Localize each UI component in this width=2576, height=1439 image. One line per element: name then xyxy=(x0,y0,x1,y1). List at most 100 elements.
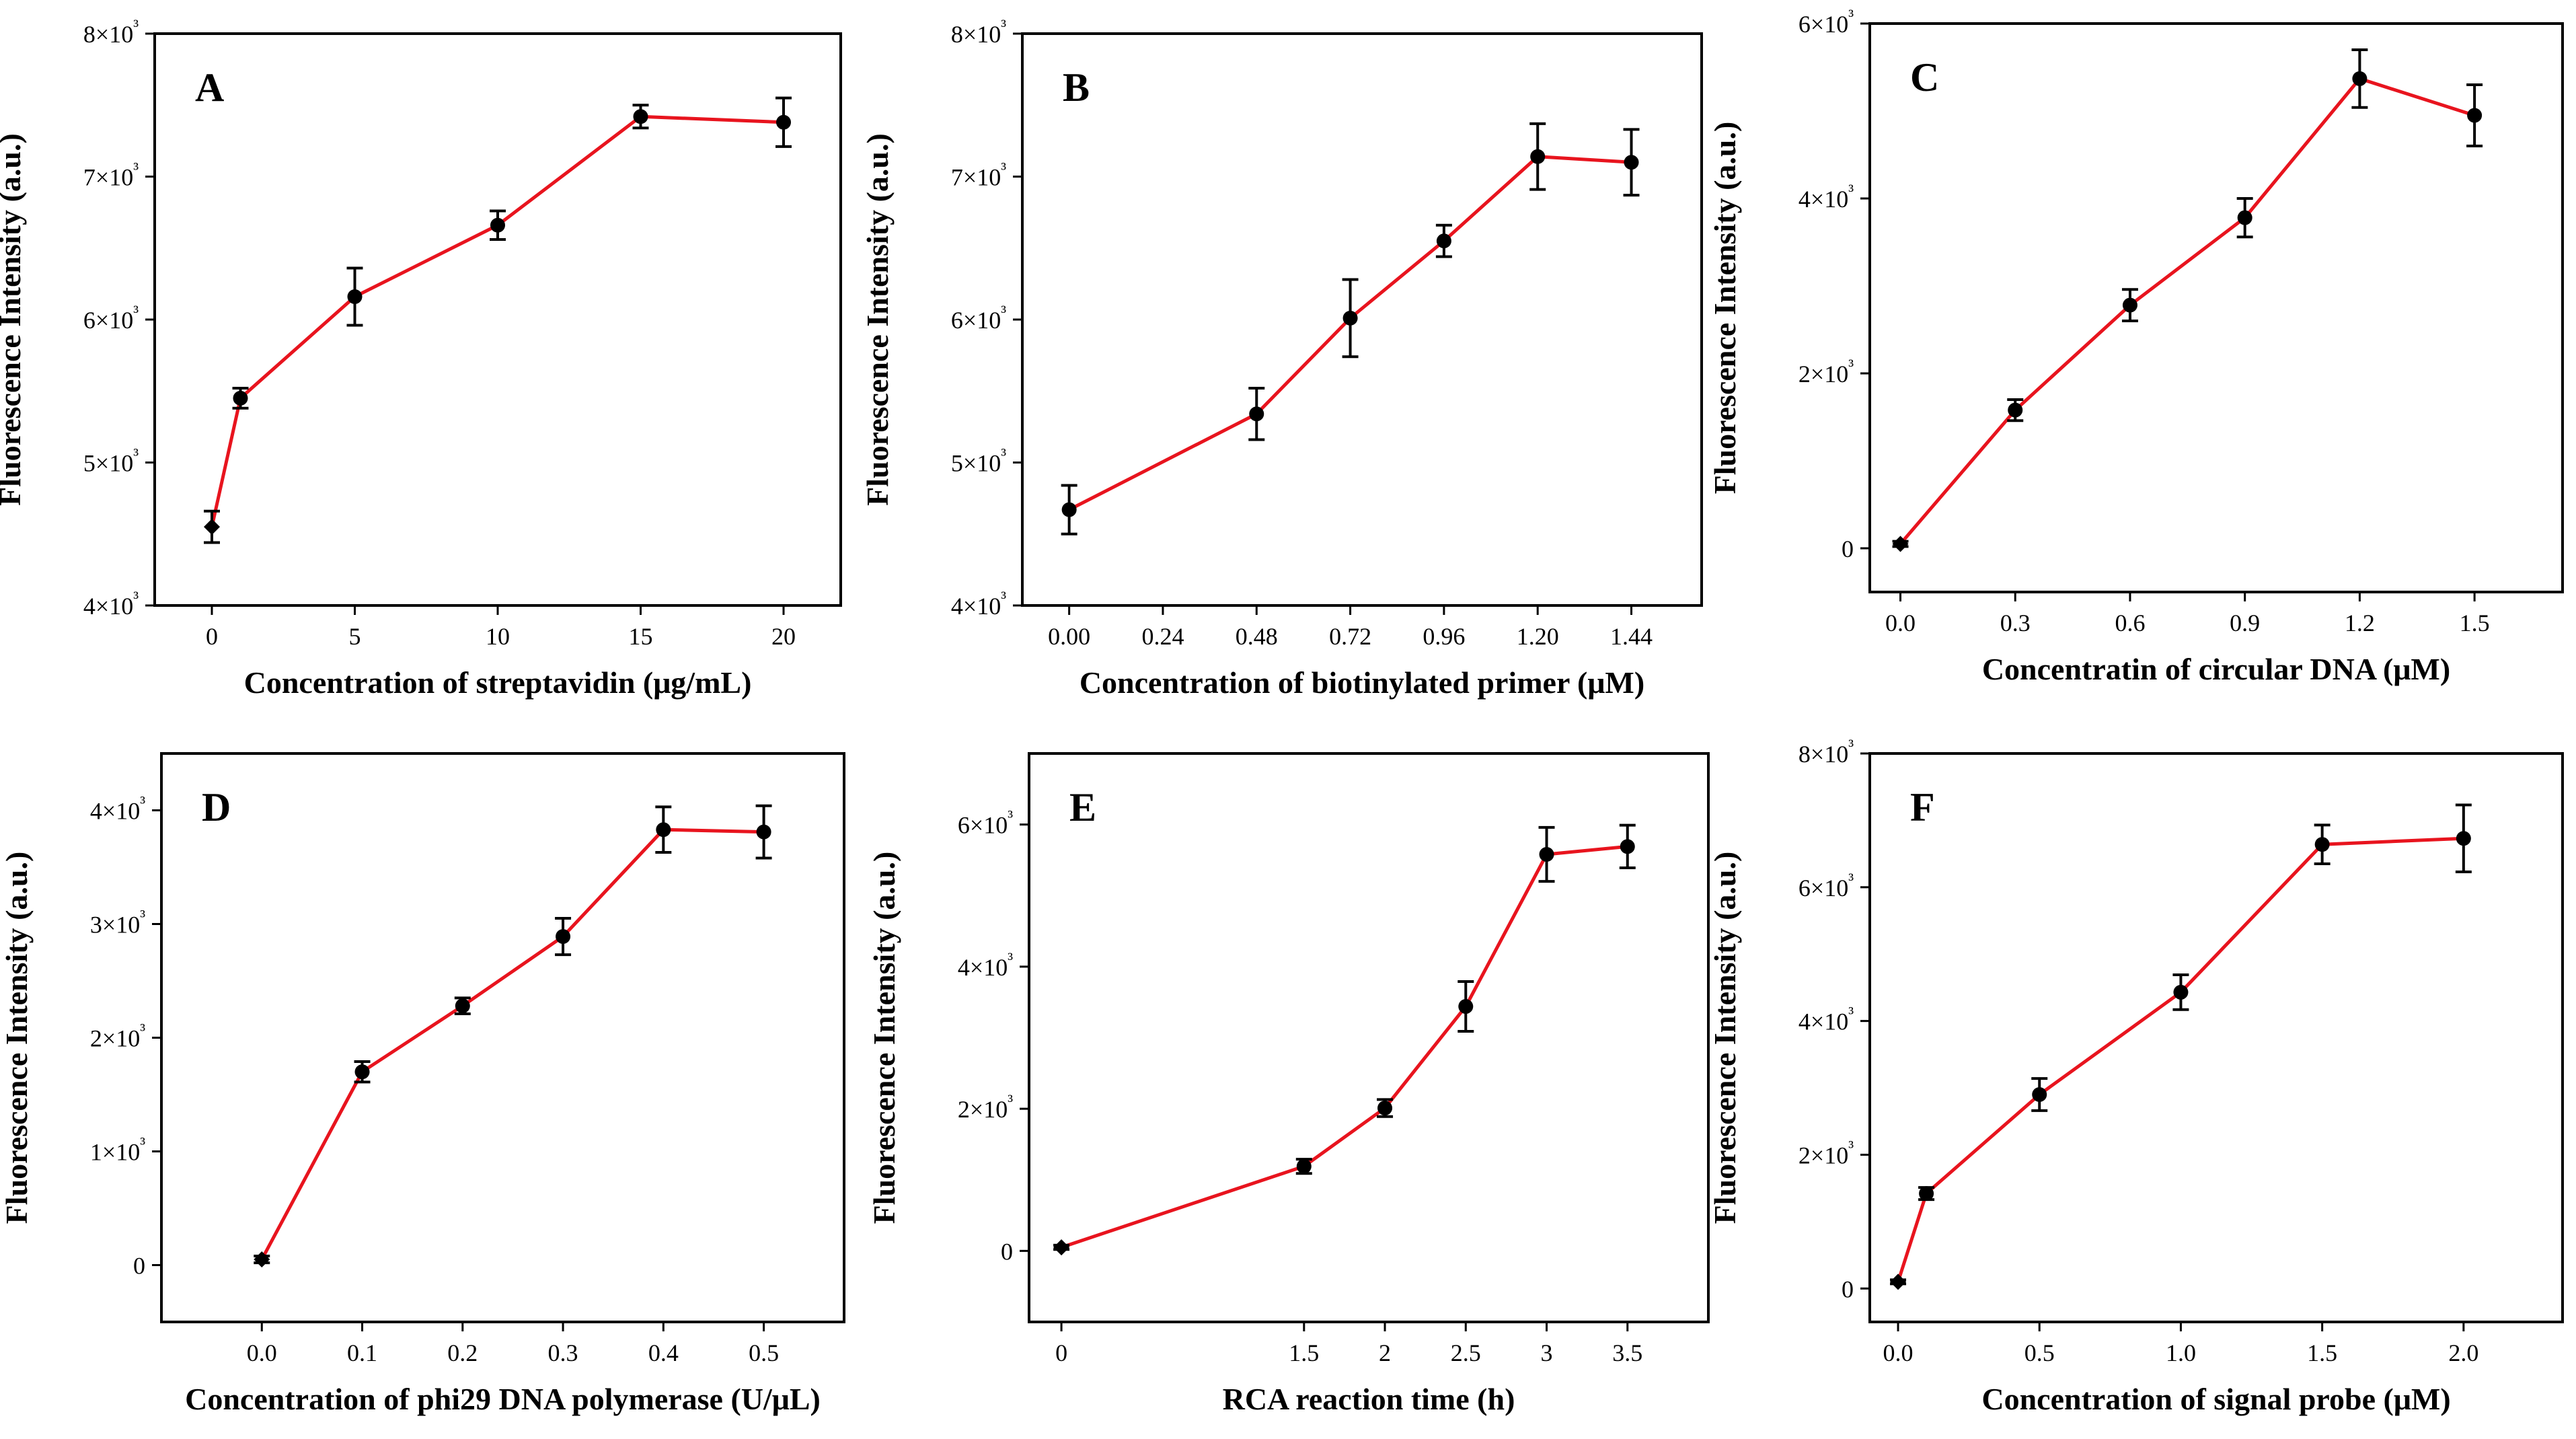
x-tick-label: 0.0 xyxy=(1883,1339,1914,1366)
x-tick-label: 1.44 xyxy=(1610,623,1653,650)
x-tick-label: 1.5 xyxy=(1289,1339,1319,1366)
data-point xyxy=(1530,149,1546,164)
data-point xyxy=(776,114,791,130)
panel-a: 0 5 10 15 20 4×10³ 5×10³ 6×10³ 7×10³ 8×10³ Concent… xyxy=(0,16,842,700)
y-tick-label: 4×10³ xyxy=(958,949,1013,981)
panel-c: 0.0 0.3 0.6 0.9 1.2 1.5 0 2×10³ 4×10³ 6×10³ Concen… xyxy=(1708,6,2564,686)
x-tick-label: 0.3 xyxy=(2000,610,2031,636)
x-tick-label: 3.5 xyxy=(1612,1339,1642,1366)
y-axis-title: Fluorescence Intensity (a.u.) xyxy=(867,852,901,1224)
panel-f: 0.0 0.5 1.0 1.5 2.0 0 2×10³ 4×10³ 6×10³ 8×10³ Conc… xyxy=(1708,736,2564,1416)
data-point xyxy=(2467,108,2483,123)
plot-frame xyxy=(1021,32,1703,607)
y-tick-label: 5×10³ xyxy=(951,445,1006,477)
y-tick-label: 6×10³ xyxy=(1798,6,1854,38)
data-point xyxy=(1061,502,1077,517)
data-point xyxy=(633,109,648,124)
panel-label: F xyxy=(1910,785,1935,829)
y-tick-label: 5×10³ xyxy=(83,445,139,477)
y-tick-label: 2×10³ xyxy=(958,1091,1013,1123)
x-tick-label: 3 xyxy=(1541,1339,1553,1366)
data-point xyxy=(1342,310,1358,326)
x-tick-label: 0.24 xyxy=(1141,623,1184,650)
x-tick-label: 1.0 xyxy=(2166,1339,2196,1366)
y-axis-title: Fluorescence Intensity (a.u.) xyxy=(1708,852,1742,1224)
plot-frame xyxy=(160,752,845,1323)
x-tick-label: 2.5 xyxy=(1451,1339,1481,1366)
data-point xyxy=(1053,1239,1070,1256)
y-tick-label: 3×10³ xyxy=(90,907,145,938)
data-point xyxy=(1624,155,1639,170)
x-tick-label: 0.0 xyxy=(247,1339,277,1366)
x-axis-title: RCA reaction time (h) xyxy=(1223,1382,1515,1416)
series-line xyxy=(1896,836,2464,1283)
panel-d: 0.0 0.1 0.2 0.3 0.4 0.5 0 1×10³ 2×10³ 3×10³ 4×10³ C… xyxy=(0,752,845,1416)
x-tick-label: 0.5 xyxy=(749,1339,779,1366)
x-tick-label: 0.3 xyxy=(548,1339,578,1366)
y-tick-label: 8×10³ xyxy=(951,16,1006,48)
y-tick-label: 2×10³ xyxy=(1798,1137,1854,1169)
y-tick-label: 0 xyxy=(1001,1238,1013,1265)
y-tick-label: 6×10³ xyxy=(951,302,1006,334)
data-point xyxy=(204,519,220,536)
data-point xyxy=(556,929,571,945)
x-tick-label: 0.9 xyxy=(2230,610,2260,636)
x-tick-label: 15 xyxy=(629,623,653,650)
panel-b: 0.00 0.24 0.48 0.72 0.96 1.20 1.44 4×10³ 5×10³ 6×… xyxy=(860,16,1703,700)
data-point xyxy=(1436,233,1451,249)
x-tick-label: 20 xyxy=(771,623,796,650)
data-point xyxy=(2237,210,2252,225)
plot-frame xyxy=(1868,22,2564,593)
panel-label: E xyxy=(1069,785,1096,829)
data-point xyxy=(2456,831,2471,846)
y-tick-label: 4×10³ xyxy=(90,793,145,825)
y-tick-label: 7×10³ xyxy=(951,159,1006,191)
y-tick-label: 7×10³ xyxy=(83,159,139,191)
x-tick-label: 0.72 xyxy=(1329,623,1371,650)
x-axis-title: Concentratin of circular DNA (μM) xyxy=(1982,652,2450,686)
data-point xyxy=(1296,1158,1312,1174)
y-tick-label: 6×10³ xyxy=(1798,870,1854,901)
x-axis-title: Concentration of signal probe (μM) xyxy=(1981,1382,2450,1416)
x-axis-title: Concentration of streptavidin (μg/mL) xyxy=(244,665,752,700)
x-tick-label: 0.6 xyxy=(2115,610,2145,636)
data-point xyxy=(2173,984,2189,1000)
plot-frame xyxy=(1868,752,2564,1323)
plot-frame xyxy=(1028,752,1710,1323)
series-line xyxy=(1899,77,2475,546)
x-tick-label: 0.5 xyxy=(2024,1339,2055,1366)
data-point xyxy=(656,822,671,838)
x-tick-label: 0.4 xyxy=(648,1339,679,1366)
x-tick-label: 0.48 xyxy=(1236,623,1278,650)
data-point xyxy=(756,824,771,840)
y-tick-label: 1×10³ xyxy=(90,1134,145,1166)
data-point xyxy=(233,390,248,406)
y-tick-label: 2×10³ xyxy=(1798,356,1854,388)
y-tick-label: 4×10³ xyxy=(951,588,1006,620)
x-tick-label: 1.5 xyxy=(2307,1339,2337,1366)
data-point xyxy=(1890,1274,1907,1290)
x-tick-label: 1.20 xyxy=(1517,623,1559,650)
data-point xyxy=(2032,1087,2047,1102)
series-line xyxy=(1068,155,1632,511)
y-tick-label: 0 xyxy=(1842,1276,1854,1302)
panel-label: A xyxy=(195,65,224,110)
y-tick-label: 8×10³ xyxy=(83,16,139,48)
y-tick-label: 4×10³ xyxy=(1798,181,1854,213)
data-point xyxy=(1249,406,1264,422)
y-axis-title: Fluorescence Intensity (a.u.) xyxy=(860,133,895,506)
y-tick-label: 2×10³ xyxy=(90,1021,145,1052)
data-point xyxy=(347,289,363,304)
panel-label: B xyxy=(1063,65,1090,110)
panel-label: C xyxy=(1910,55,1939,100)
data-point xyxy=(455,998,470,1014)
x-tick-label: 0 xyxy=(1055,1339,1067,1366)
x-tick-label: 0.2 xyxy=(447,1339,478,1366)
y-tick-label: 6×10³ xyxy=(83,302,139,334)
x-tick-label: 0 xyxy=(206,623,218,650)
y-axis-title: Fluorescence Intensity (a.u.) xyxy=(1708,122,1742,494)
data-point xyxy=(2122,297,2137,313)
data-point xyxy=(354,1064,370,1080)
data-point xyxy=(1539,846,1554,862)
